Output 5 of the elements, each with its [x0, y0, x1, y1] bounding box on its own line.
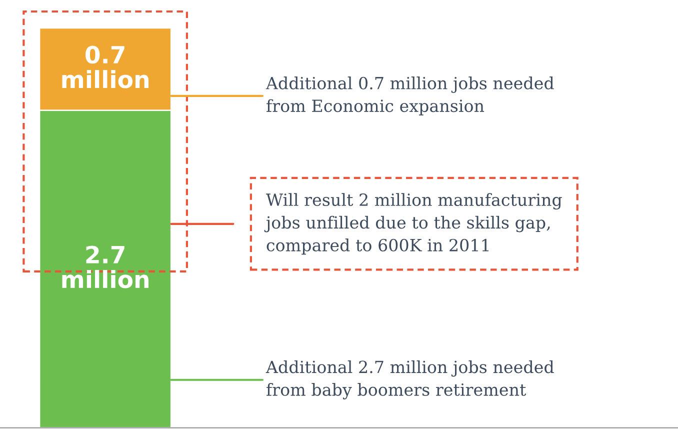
data-label: 0.7 million — [62, 46, 148, 88]
text: Will result 2 million manufacturing jobs unfilled due to the skills gap, compared to 600K in 2011 — [264, 193, 562, 255]
text: Additional 0.7 million jobs needed from Economic expansion — [266, 76, 554, 116]
text: Additional 2.7 million jobs needed from baby boomers retirement — [266, 360, 554, 400]
data-label: 2.7 million — [62, 246, 148, 288]
